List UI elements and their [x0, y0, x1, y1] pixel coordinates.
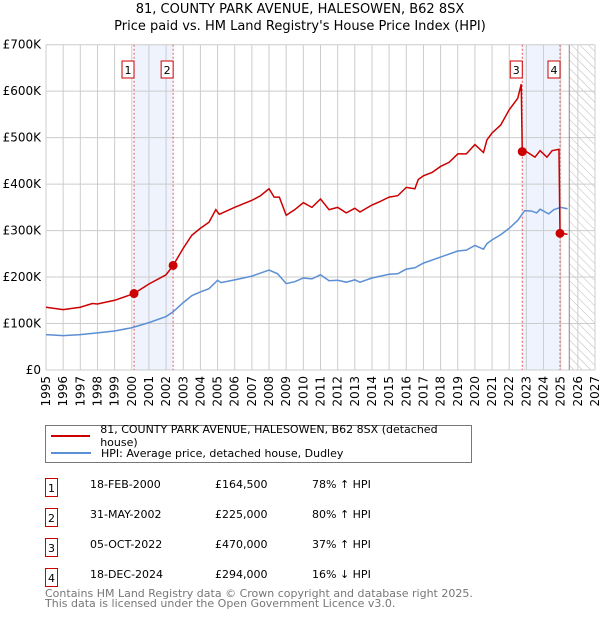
transaction-row: 1 18-FEB-2000 £164,500 78% ↑ HPI [45, 475, 465, 497]
x-tick-label: 2011 [314, 376, 328, 407]
x-tick-label: 2004 [193, 376, 207, 407]
legend-swatch-blue [51, 452, 91, 454]
transaction-price: £470,000 [215, 538, 268, 551]
x-tick-label: 2020 [468, 376, 482, 407]
transaction-point [517, 147, 527, 157]
legend-swatch-red [51, 435, 91, 437]
footer-line: This data is licensed under the Open Gov… [45, 597, 396, 610]
transaction-hpi: 78% ↑ HPI [312, 478, 371, 491]
y-tick-label: £100K [3, 317, 43, 331]
x-tick-label: 2016 [399, 376, 413, 407]
y-tick-label: £300K [3, 224, 43, 238]
transaction-row: 2 31-MAY-2002 £225,000 80% ↑ HPI [45, 505, 465, 527]
transaction-label-box [547, 60, 561, 79]
x-tick-label: 2013 [348, 376, 362, 407]
transaction-row: 4 18-DEC-2024 £294,000 16% ↓ HPI [45, 565, 465, 587]
transaction-number: 3 [45, 538, 58, 557]
transaction-date: 05-OCT-2022 [90, 538, 163, 551]
y-tick-label: £700K [3, 38, 43, 52]
x-tick-label: 2025 [554, 376, 568, 407]
y-tick-label: £400K [3, 177, 43, 191]
x-tick-label: 2005 [211, 376, 225, 407]
x-tick-label: 2019 [451, 376, 465, 407]
plot-area: 1995 1996 1997 1998 1999 2000 2001 2002 2003 2004… [3, 38, 600, 407]
x-tick-label: 2014 [365, 376, 379, 407]
transaction-date: 18-FEB-2000 [90, 478, 161, 491]
transaction-price: £294,000 [215, 568, 268, 581]
x-tick-label: 2009 [279, 376, 293, 407]
transaction-label: 4 [551, 64, 558, 77]
x-tick-label: 2008 [262, 376, 276, 407]
x-tick-label: 2000 [125, 376, 139, 407]
x-tick-label: 1997 [73, 376, 87, 407]
footer: Contains HM Land Registry data © Crown c… [45, 587, 473, 610]
x-tick-label: 2010 [296, 376, 310, 407]
x-tick-label: 2006 [228, 376, 242, 407]
x-tick-label: 2018 [434, 376, 448, 407]
legend-label: 81, COUNTY PARK AVENUE, HALESOWEN, B62 8… [100, 423, 438, 449]
x-tick-label: 2026 [571, 376, 585, 407]
x-tick-label: 1995 [39, 376, 53, 407]
x-tick-label: 2017 [416, 376, 430, 407]
y-tick-label: £0 [26, 363, 41, 377]
transaction-hpi: 16% ↓ HPI [312, 568, 371, 581]
legend-label: HPI: Average price, detached house, Dudl… [101, 446, 344, 460]
y-tick-label: £500K [3, 131, 43, 145]
transaction-point [129, 289, 139, 299]
series-line [45, 206, 568, 337]
legend-item-property: 81, COUNTY PARK AVENUE, HALESOWEN, B62 8… [51, 423, 471, 449]
transaction-label-box [509, 60, 523, 79]
transaction-date: 31-MAY-2002 [90, 508, 162, 521]
x-tick-label: 2023 [519, 376, 533, 407]
x-tick-label: 2001 [142, 376, 156, 407]
transaction-hpi: 37% ↑ HPI [312, 538, 371, 551]
x-tick-label: 2003 [176, 376, 190, 407]
x-tick-label: 2022 [502, 376, 516, 407]
transaction-label-box [160, 60, 174, 79]
transaction-row: 3 05-OCT-2022 £470,000 37% ↑ HPI [45, 535, 465, 557]
transaction-price: £225,000 [215, 508, 268, 521]
x-tick-label: 2027 [588, 376, 600, 407]
transaction-date: 18-DEC-2024 [90, 568, 164, 581]
legend: 81, COUNTY PARK AVENUE, HALESOWEN, B62 8… [45, 423, 472, 463]
chart-subtitle: Price paid vs. HM Land Registry's House … [114, 19, 486, 34]
x-tick-label: 2015 [382, 376, 396, 407]
transaction-label: 3 [513, 64, 520, 77]
transaction-label-box [121, 60, 135, 79]
legend-item-hpi: HPI: Average price, detached house, Dudl… [51, 445, 343, 461]
x-tick-label: 1998 [90, 376, 104, 407]
x-tick-label: 2024 [537, 376, 551, 407]
shaded-period [522, 44, 561, 370]
x-tick-label: 2007 [245, 376, 259, 407]
transaction-label: 2 [164, 64, 171, 77]
y-tick-label: £200K [3, 270, 43, 284]
series-line [45, 84, 568, 311]
transaction-number: 1 [45, 478, 58, 497]
x-tick-label: 2012 [331, 376, 345, 407]
transaction-price: £164,500 [215, 478, 268, 491]
x-tick-label: 2021 [485, 376, 499, 407]
transaction-point [168, 260, 178, 270]
transaction-point [555, 228, 565, 238]
transaction-label: 1 [125, 64, 132, 77]
chart-title: 81, COUNTY PARK AVENUE, HALESOWEN, B62 8… [135, 2, 465, 17]
transaction-number: 2 [45, 508, 58, 527]
x-tick-label: 2002 [159, 376, 173, 407]
x-tick-label: 1999 [108, 376, 122, 407]
y-tick-label: £600K [3, 84, 43, 98]
transaction-number: 4 [45, 568, 58, 587]
forecast-hatch [569, 44, 595, 370]
x-tick-label: 1996 [56, 376, 70, 407]
transaction-hpi: 80% ↑ HPI [312, 508, 371, 521]
footer-line: Contains HM Land Registry data © Crown c… [45, 587, 473, 600]
